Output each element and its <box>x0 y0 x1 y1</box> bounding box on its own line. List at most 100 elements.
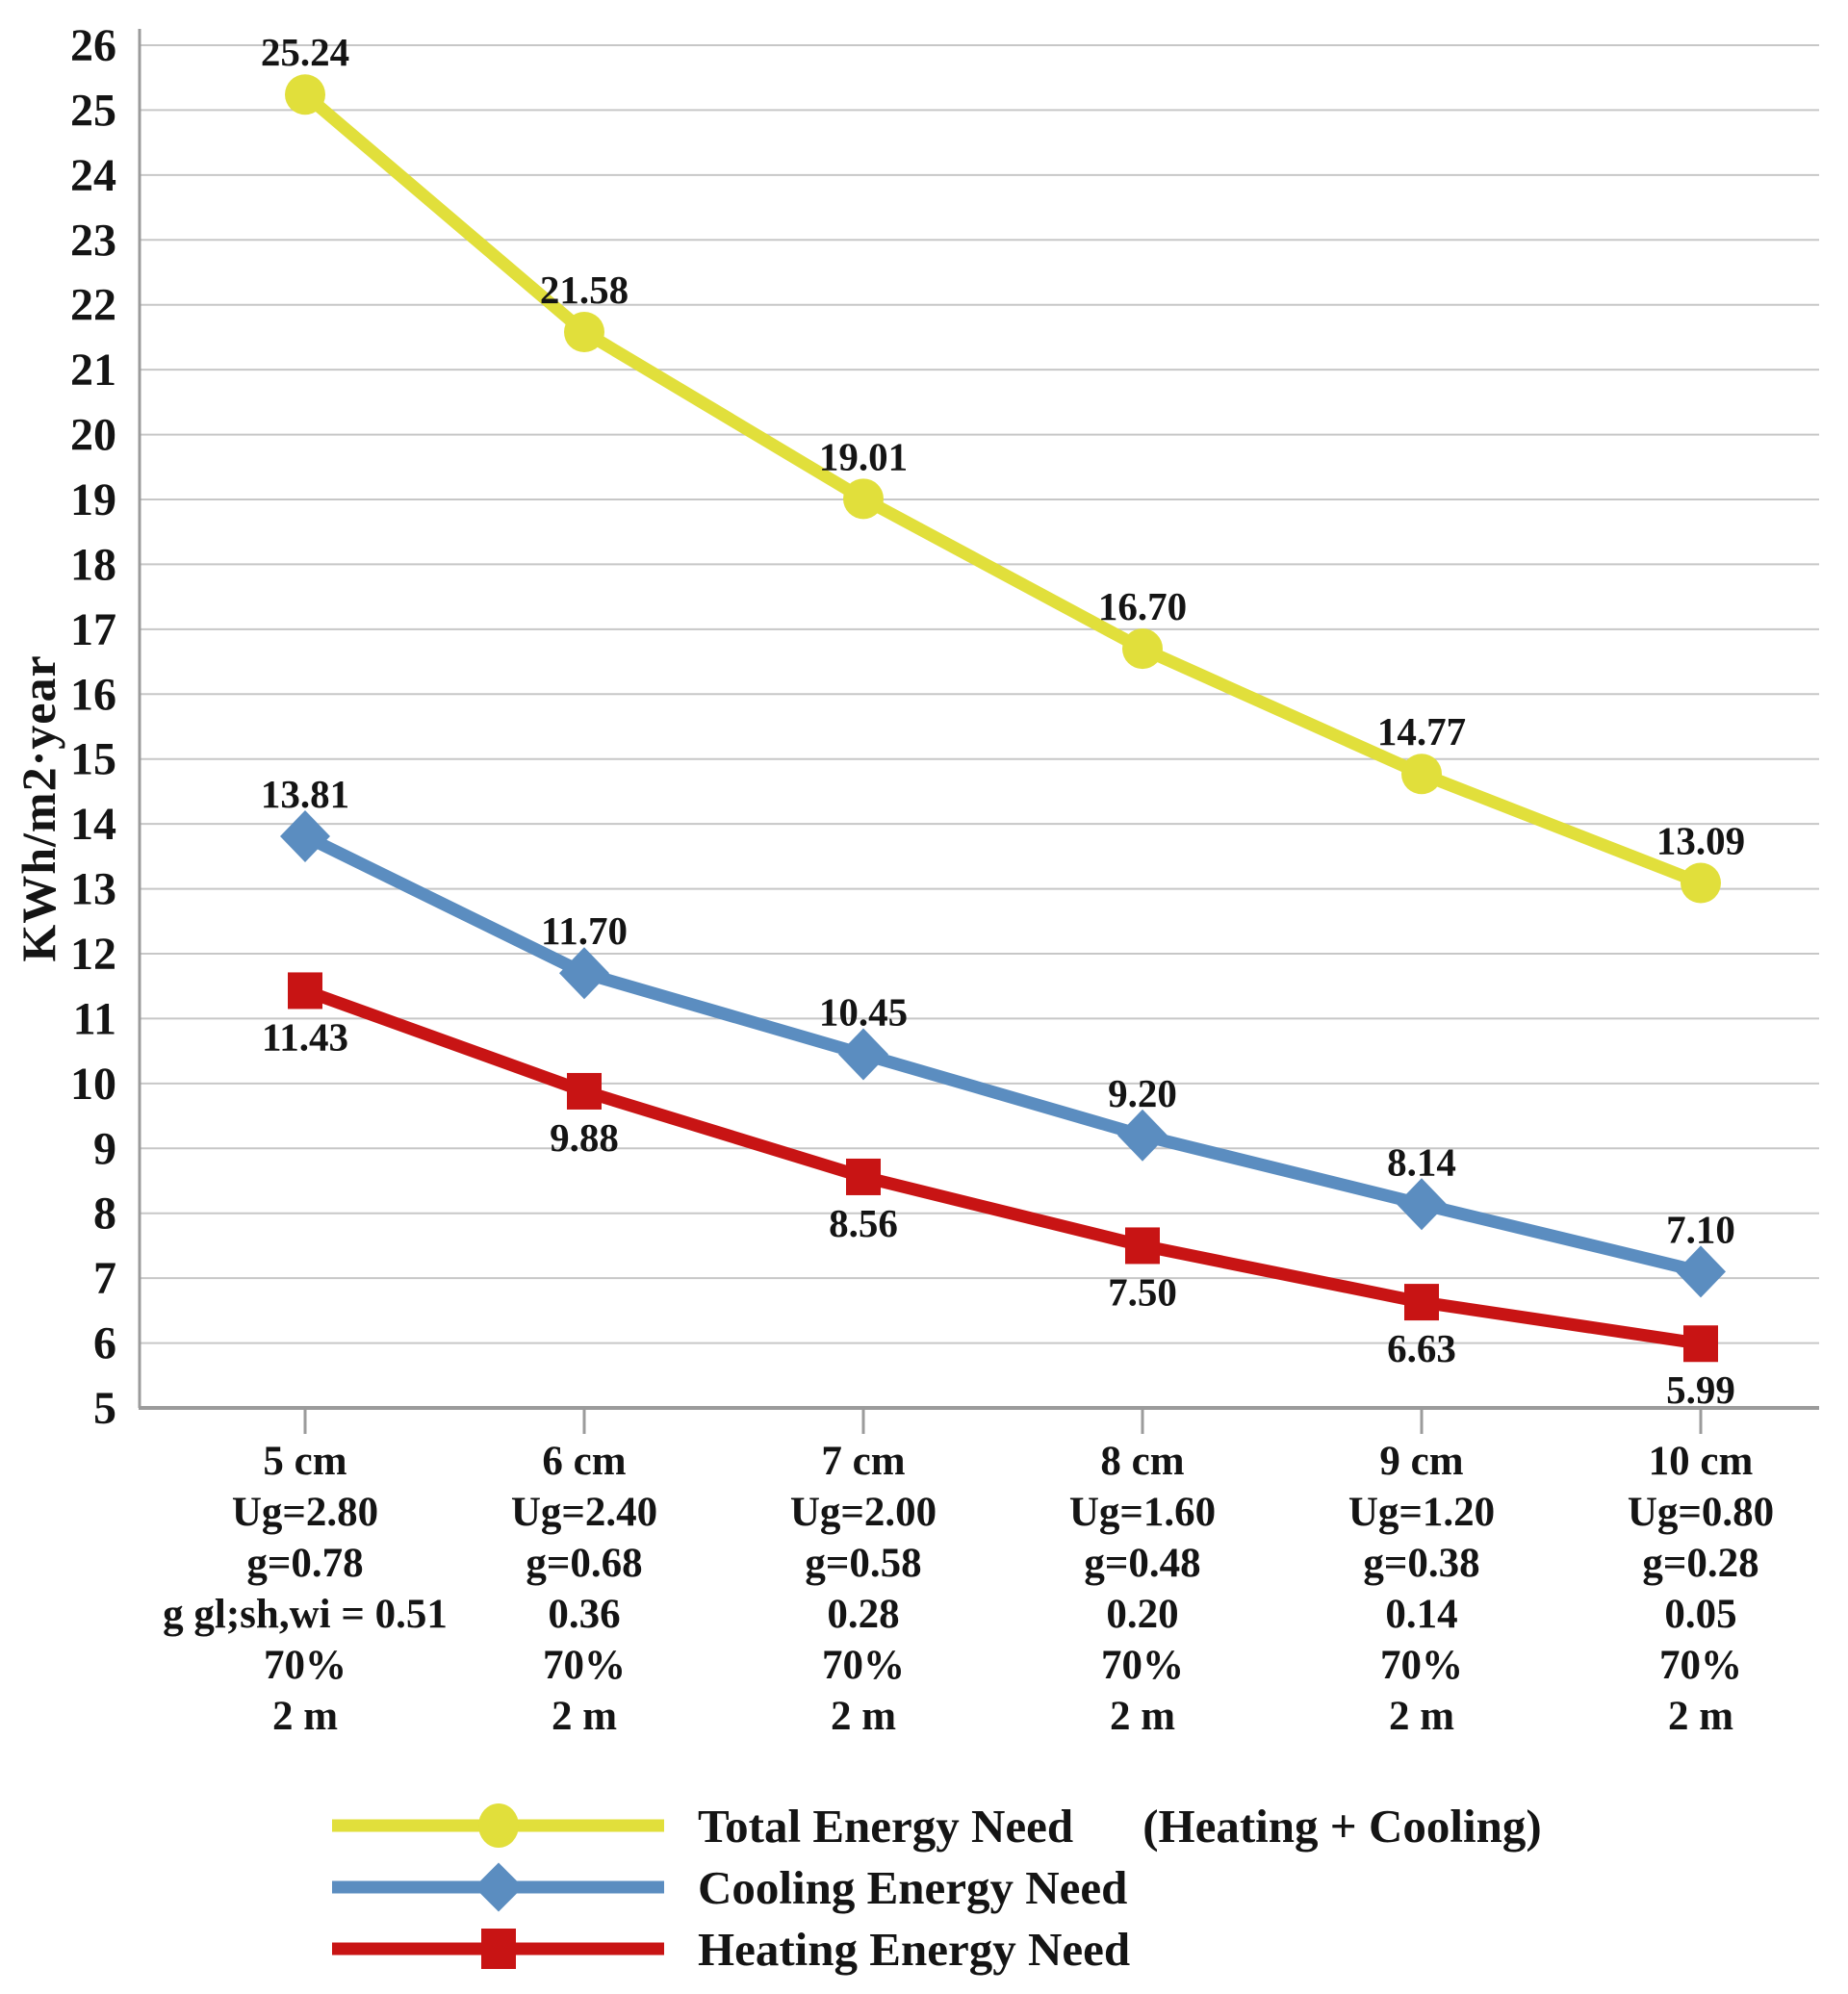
legend-item-heating-energy: Heating Energy Need <box>332 1922 1542 1976</box>
y-axis-tick-label: 9 <box>93 1123 116 1174</box>
square-marker-icon <box>480 1929 516 1969</box>
x-axis-category-label: 2 m <box>552 1694 617 1739</box>
y-axis-tick-label: 15 <box>70 734 116 785</box>
y-axis-tick-label: 18 <box>70 539 116 590</box>
x-axis-category-label: 2 m <box>1389 1694 1454 1739</box>
x-axis-category-label: 9 cm <box>1379 1439 1463 1484</box>
data-label: 16.70 <box>1098 584 1187 628</box>
x-axis-category-label: 70% <box>264 1643 346 1688</box>
legend-swatch-total-energy-icon <box>332 1802 664 1850</box>
legend-swatch-cooling-energy-icon <box>332 1862 664 1912</box>
y-axis-tick-label: 12 <box>70 929 116 980</box>
data-point-square <box>1125 1227 1160 1265</box>
data-point-diamond <box>1117 1109 1168 1162</box>
y-axis-title: KWh/m2·year <box>12 654 65 962</box>
data-label: 11.43 <box>262 1014 348 1059</box>
data-label: 9.20 <box>1108 1071 1177 1115</box>
data-label: 8.14 <box>1387 1139 1456 1184</box>
data-point-diamond <box>1676 1245 1726 1298</box>
chart-legend: Total Energy Need (Heating + Cooling) Coo… <box>332 1799 1542 1976</box>
series-line-0 <box>298 88 1707 890</box>
x-axis-category-label: 2 m <box>831 1694 896 1739</box>
x-axis-category-label: Ug=1.20 <box>1348 1490 1495 1535</box>
legend-label-cooling-energy: Cooling Energy Need <box>698 1860 1128 1914</box>
x-axis-category-label: 8 cm <box>1100 1439 1184 1484</box>
data-label: 14.77 <box>1377 709 1466 754</box>
y-axis-tick-label: 23 <box>70 215 116 266</box>
data-point-circle <box>1401 754 1442 795</box>
y-axis-tick-label: 19 <box>70 474 116 525</box>
data-point-square <box>1683 1325 1718 1363</box>
data-label: 13.09 <box>1656 819 1745 863</box>
legend-label-total-energy-suffix: (Heating + Cooling) <box>1142 1799 1542 1853</box>
legend-item-total-energy: Total Energy Need (Heating + Cooling) <box>332 1799 1542 1853</box>
x-axis-category-label: 70% <box>1380 1643 1463 1688</box>
x-axis-category-label: 70% <box>1659 1643 1742 1688</box>
data-point-circle <box>285 74 325 115</box>
data-label: 21.58 <box>540 268 629 312</box>
x-axis-category-label: 6 cm <box>542 1439 626 1484</box>
x-axis-category-label: g=0.78 <box>246 1541 363 1586</box>
data-point-square <box>567 1072 602 1110</box>
x-axis-category-label: g gl;sh,wi = 0.51 <box>163 1592 448 1637</box>
legend-label-total-energy: Total Energy Need <box>698 1799 1074 1853</box>
x-axis-category-label: g=0.68 <box>526 1541 642 1586</box>
x-axis-category-label: 70% <box>822 1643 905 1688</box>
y-axis-tick-label: 8 <box>93 1189 116 1240</box>
data-label: 8.56 <box>829 1201 898 1245</box>
legend-label-heating-energy: Heating Energy Need <box>698 1922 1131 1976</box>
data-label: 13.81 <box>261 772 349 816</box>
x-axis-category-label: g=0.38 <box>1363 1541 1479 1586</box>
legend-item-cooling-energy: Cooling Energy Need <box>332 1860 1542 1914</box>
x-axis-category-label: 0.36 <box>548 1592 620 1637</box>
x-axis-category-label: 2 m <box>1110 1694 1175 1739</box>
data-point-circle <box>1122 628 1163 670</box>
y-axis-tick-label: 22 <box>70 280 116 331</box>
data-label: 9.88 <box>550 1115 619 1160</box>
data-point-square <box>288 972 322 1010</box>
y-axis-tick-label: 6 <box>93 1318 116 1369</box>
data-label: 19.01 <box>819 434 908 478</box>
x-axis-category-label: g=0.58 <box>805 1541 921 1586</box>
x-axis-category-label: 0.28 <box>827 1592 899 1637</box>
x-axis-category-label: 2 m <box>1668 1694 1733 1739</box>
data-point-diamond <box>1397 1178 1447 1231</box>
circle-marker-icon <box>477 1803 519 1848</box>
x-axis-category-label: Ug=1.60 <box>1069 1490 1216 1535</box>
data-point-diamond <box>838 1028 888 1081</box>
y-axis-tick-label: 5 <box>93 1383 116 1434</box>
x-axis-category-label: 5 cm <box>263 1439 346 1484</box>
data-label: 10.45 <box>819 990 908 1035</box>
x-axis-category-label: Ug=0.80 <box>1628 1490 1774 1535</box>
y-axis-tick-label: 25 <box>70 85 116 136</box>
x-axis-category-label: g=0.48 <box>1084 1541 1200 1586</box>
x-axis-category-label: Ug=2.80 <box>232 1490 378 1535</box>
data-point-circle <box>564 312 604 353</box>
data-point-diamond <box>280 809 330 862</box>
y-axis-tick-label: 13 <box>70 864 116 915</box>
x-axis-category-label: 70% <box>543 1643 626 1688</box>
x-axis-category-label: Ug=2.00 <box>790 1490 937 1535</box>
x-axis-category-label: 0.20 <box>1106 1592 1178 1637</box>
data-label: 5.99 <box>1666 1368 1735 1412</box>
y-axis-tick-label: 7 <box>93 1253 116 1304</box>
y-axis-tick-label: 21 <box>70 345 116 396</box>
x-axis-category-label: 10 cm <box>1649 1439 1754 1484</box>
x-axis-category-label: 0.14 <box>1385 1592 1457 1637</box>
x-axis-category-label: Ug=2.40 <box>511 1490 657 1535</box>
x-axis-category-label: g=0.28 <box>1642 1541 1758 1586</box>
y-axis-tick-label: 14 <box>70 799 116 850</box>
y-axis-tick-label: 26 <box>70 20 116 71</box>
y-axis-tick-label: 10 <box>70 1059 116 1110</box>
diamond-marker-icon <box>474 1862 523 1912</box>
data-point-diamond <box>559 947 609 1000</box>
x-axis-category-label: 0.05 <box>1664 1592 1736 1637</box>
series-line-1 <box>298 830 1707 1278</box>
y-axis-tick-label: 20 <box>70 410 116 461</box>
data-point-circle <box>843 478 884 520</box>
data-label: 11.70 <box>541 908 628 953</box>
data-label: 7.50 <box>1108 1269 1177 1314</box>
x-axis-category-label: 70% <box>1101 1643 1184 1688</box>
